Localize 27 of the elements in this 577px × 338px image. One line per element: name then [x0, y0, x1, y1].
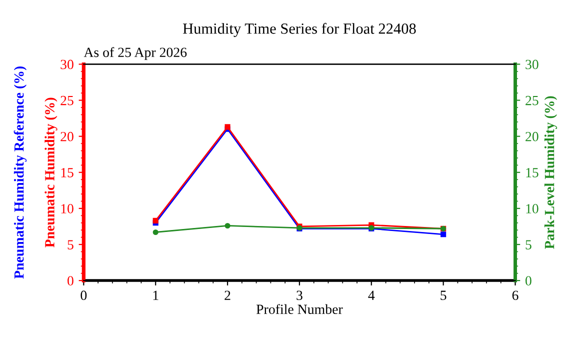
y2-axis-title: Park-Level Humidity (%)	[544, 96, 558, 249]
y2-tick-label: 30	[526, 60, 538, 70]
y-tick-label: 15	[61, 168, 74, 178]
y2-tick-label: 10	[526, 204, 538, 214]
x-tick-label: 6	[512, 290, 518, 300]
y-tick-label: 10	[61, 204, 74, 214]
x-axis-title: Profile Number	[256, 304, 343, 314]
y2-tick-label: 5	[526, 240, 532, 250]
chart-title: Humidity Time Series for Float 22408	[182, 22, 416, 37]
x-tick-label: 1	[153, 290, 158, 300]
y-tick-label: 20	[60, 132, 74, 142]
y-tick-label: 30	[60, 60, 74, 70]
y-tick-label: 25	[60, 96, 74, 106]
x-tick-label: 4	[368, 290, 375, 300]
y2-tick-label: 20	[526, 132, 538, 142]
x-tick-label: 0	[80, 290, 87, 300]
y2-tick-label: 0	[526, 276, 532, 286]
x-tick-label: 3	[296, 290, 302, 300]
y2-tick-label: 25	[526, 96, 538, 106]
y2-tick-label: 15	[526, 168, 538, 178]
text: Pneumatic Humidity Reference (%)	[14, 66, 27, 279]
y-axis-title: Pneumatic Humidity (%)	[44, 98, 58, 248]
text: As of 25 Apr 2026	[84, 47, 187, 60]
y-tick-label: 0	[68, 276, 74, 286]
x-tick-label: 5	[440, 290, 446, 300]
x-tick-label: 2	[224, 290, 230, 300]
y-tick-label: 5	[68, 240, 74, 250]
